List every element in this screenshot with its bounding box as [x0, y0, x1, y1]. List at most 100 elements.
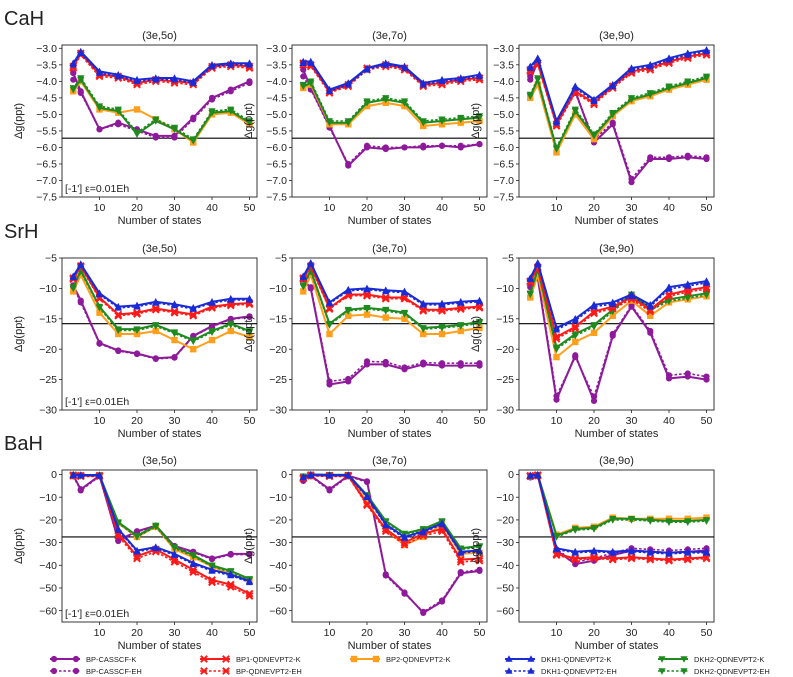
data-point	[227, 294, 235, 302]
series-line	[530, 474, 707, 538]
row-label: SrH	[4, 221, 38, 243]
data-point	[325, 298, 334, 306]
data-point	[628, 179, 635, 186]
data-point	[170, 550, 179, 557]
data-point	[152, 322, 160, 329]
data-point	[345, 312, 352, 319]
data-point	[401, 315, 408, 322]
data-point	[420, 144, 427, 151]
x-axis-label: Number of states	[348, 428, 432, 440]
y-tick-label: −5	[45, 253, 57, 265]
data-point	[307, 57, 315, 65]
x-tick-label: 40	[663, 202, 675, 214]
data-point	[684, 547, 692, 555]
data-point	[171, 336, 178, 344]
y-tick-label: −5.5	[493, 126, 514, 138]
data-point	[665, 85, 673, 92]
legend-item-bp_casscf_eh: BP-CASSCF-EH	[50, 667, 142, 676]
y-tick-label: −30	[269, 405, 287, 417]
data-point	[419, 119, 427, 127]
epsilon-note: [-1'] ε=0.01Eh	[65, 396, 129, 408]
series-bp2_k	[70, 471, 253, 584]
data-point	[571, 108, 579, 115]
x-tick-label: 20	[361, 202, 373, 214]
series-line	[72, 262, 250, 309]
panel-title: (3e,7o)	[372, 243, 407, 255]
y-tick-label: −10	[496, 283, 514, 295]
data-point	[208, 562, 216, 570]
data-point	[646, 547, 654, 555]
y-tick-label: −10	[39, 492, 57, 504]
y-tick-label: −4.0	[266, 76, 287, 88]
series-line	[530, 474, 707, 555]
data-point	[69, 272, 77, 280]
x-axis-label: Number of states	[118, 215, 202, 227]
data-point	[419, 299, 427, 307]
data-point	[382, 286, 390, 294]
y-tick-label: −3.5	[266, 59, 287, 71]
data-point	[227, 570, 235, 578]
y-tick-label: −7.5	[493, 192, 514, 204]
y-tick-label: −30	[39, 405, 57, 417]
plot-frame	[61, 44, 258, 198]
x-tick-label: 30	[399, 627, 411, 639]
data-point	[114, 302, 122, 310]
data-point	[526, 93, 534, 101]
data-point	[438, 299, 446, 307]
x-tick-label: 30	[399, 202, 411, 214]
data-point	[170, 307, 179, 316]
y-tick-label: −15	[39, 313, 57, 325]
data-point	[170, 544, 179, 551]
data-point	[189, 77, 197, 85]
series-line	[529, 267, 707, 351]
data-point	[208, 109, 216, 117]
panel-title: (3e,9o)	[599, 455, 634, 467]
data-point	[475, 319, 484, 326]
x-tick-label: 50	[701, 415, 713, 427]
y-tick-label: −30	[496, 537, 514, 549]
data-point	[208, 322, 216, 330]
data-point	[307, 470, 315, 478]
legend-item-bp_eh: BP-QDNEVPT2-EH	[200, 667, 302, 676]
data-point	[133, 308, 141, 317]
data-point	[69, 284, 77, 291]
x-tick-label: 40	[436, 415, 448, 427]
x-tick-label: 30	[626, 627, 638, 639]
series-dkh1_k	[299, 57, 484, 93]
y-axis-label: Δg(ppt)	[13, 316, 25, 352]
y-tick-label: −7.0	[36, 175, 57, 187]
series-line	[530, 474, 707, 536]
y-tick-label: −25	[39, 374, 57, 386]
legend-marker	[200, 655, 208, 663]
y-tick-label: −6.5	[266, 159, 287, 171]
data-point	[571, 526, 579, 533]
data-point	[344, 79, 352, 86]
data-point	[77, 76, 85, 84]
legend-item-bp2_k: BP2-QDNEVPT2-K	[350, 655, 451, 664]
data-point	[363, 498, 371, 505]
y-tick-label: −50	[39, 583, 57, 595]
series-dkh1_k	[526, 46, 711, 124]
x-tick-label: 30	[169, 415, 181, 427]
data-point	[133, 75, 141, 83]
data-point	[363, 500, 371, 508]
data-point	[684, 80, 692, 87]
data-point	[609, 298, 617, 306]
legend-marker	[350, 655, 358, 663]
y-tick-label: −10	[496, 492, 514, 504]
series-line	[529, 261, 707, 331]
legend-marker	[372, 655, 380, 663]
y-axis-label: Δg(ppt)	[470, 316, 482, 352]
data-point	[152, 74, 160, 81]
data-point	[590, 397, 598, 404]
x-tick-label: 50	[474, 202, 486, 214]
y-tick-label: −10	[39, 283, 57, 295]
y-tick-label: −6.0	[493, 142, 514, 154]
chart-panel-cah-1: (3e,5o) −3.0 −3.5 −4.0 −4.5 −5.0 −5.5 −6.0 −6.5 −…	[13, 30, 258, 227]
data-point	[300, 66, 307, 73]
data-point	[571, 547, 579, 555]
data-point	[114, 310, 123, 319]
data-point	[475, 554, 484, 563]
y-tick-label: −15	[269, 313, 287, 325]
data-point	[382, 306, 390, 314]
